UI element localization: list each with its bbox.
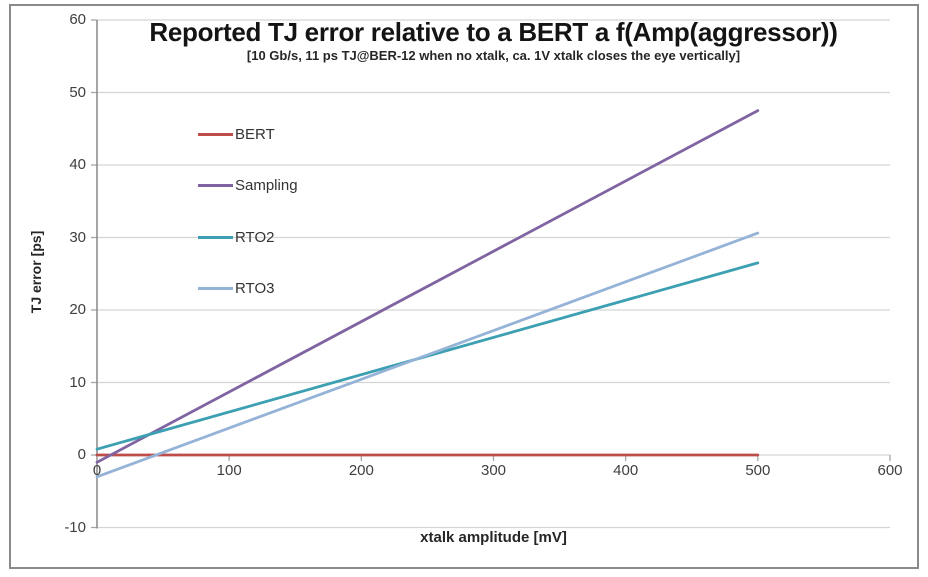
legend-label-bert: BERT (235, 125, 275, 143)
y-tick-label-40: 40 (69, 156, 86, 173)
legend-label-rto2: RTO2 (235, 228, 275, 246)
legend-line-swatch-bert (198, 132, 233, 136)
chart-title: Reported TJ error relative to a BERT a f… (149, 17, 838, 47)
x-tick-label-200: 200 (348, 462, 374, 479)
legend-label-rto3: RTO3 (235, 280, 275, 297)
legend-item-rto3: RTO3 (198, 280, 298, 298)
x-tick-label-500: 500 (745, 462, 771, 479)
legend-item-sampling: Sampling (198, 177, 298, 195)
x-tick-label-100: 100 (216, 462, 242, 479)
y-tick-label--10: -10 (64, 518, 86, 536)
series-line-sampling (95, 109, 760, 464)
chart-subtitle: [10 Gb/s, 11 ps TJ@BER-12 when no xtalk,… (246, 48, 741, 63)
x-tick-label-600: 600 (877, 462, 903, 479)
x-tick-label-0: 0 (92, 462, 102, 479)
legend-label-sampling: Sampling (235, 177, 298, 194)
legend-line-swatch-rto3 (198, 287, 233, 290)
y-tick-label-10: 10 (69, 373, 86, 391)
legend-line-swatch-sampling (198, 184, 233, 187)
y-tick-label-20: 20 (69, 301, 86, 318)
x-tick-label-300: 300 (480, 462, 507, 479)
legend-item-rto2: RTO2 (198, 228, 298, 246)
y-tick-label-0: 0 (77, 446, 86, 463)
series-line-rto3 (95, 231, 760, 479)
y-tick-label-30: 30 (69, 228, 86, 246)
y-tick-label-60: 60 (69, 11, 86, 28)
y-tick-label-50: 50 (69, 83, 86, 101)
legend: BERT Sampling RTO2 RTO3 (198, 125, 298, 331)
x-tick-label-400: 400 (613, 462, 639, 479)
legend-line-swatch-rto2 (198, 235, 233, 239)
x-axis-title: xtalk amplitude [mV] (420, 529, 567, 546)
legend-item-bert: BERT (198, 125, 298, 143)
